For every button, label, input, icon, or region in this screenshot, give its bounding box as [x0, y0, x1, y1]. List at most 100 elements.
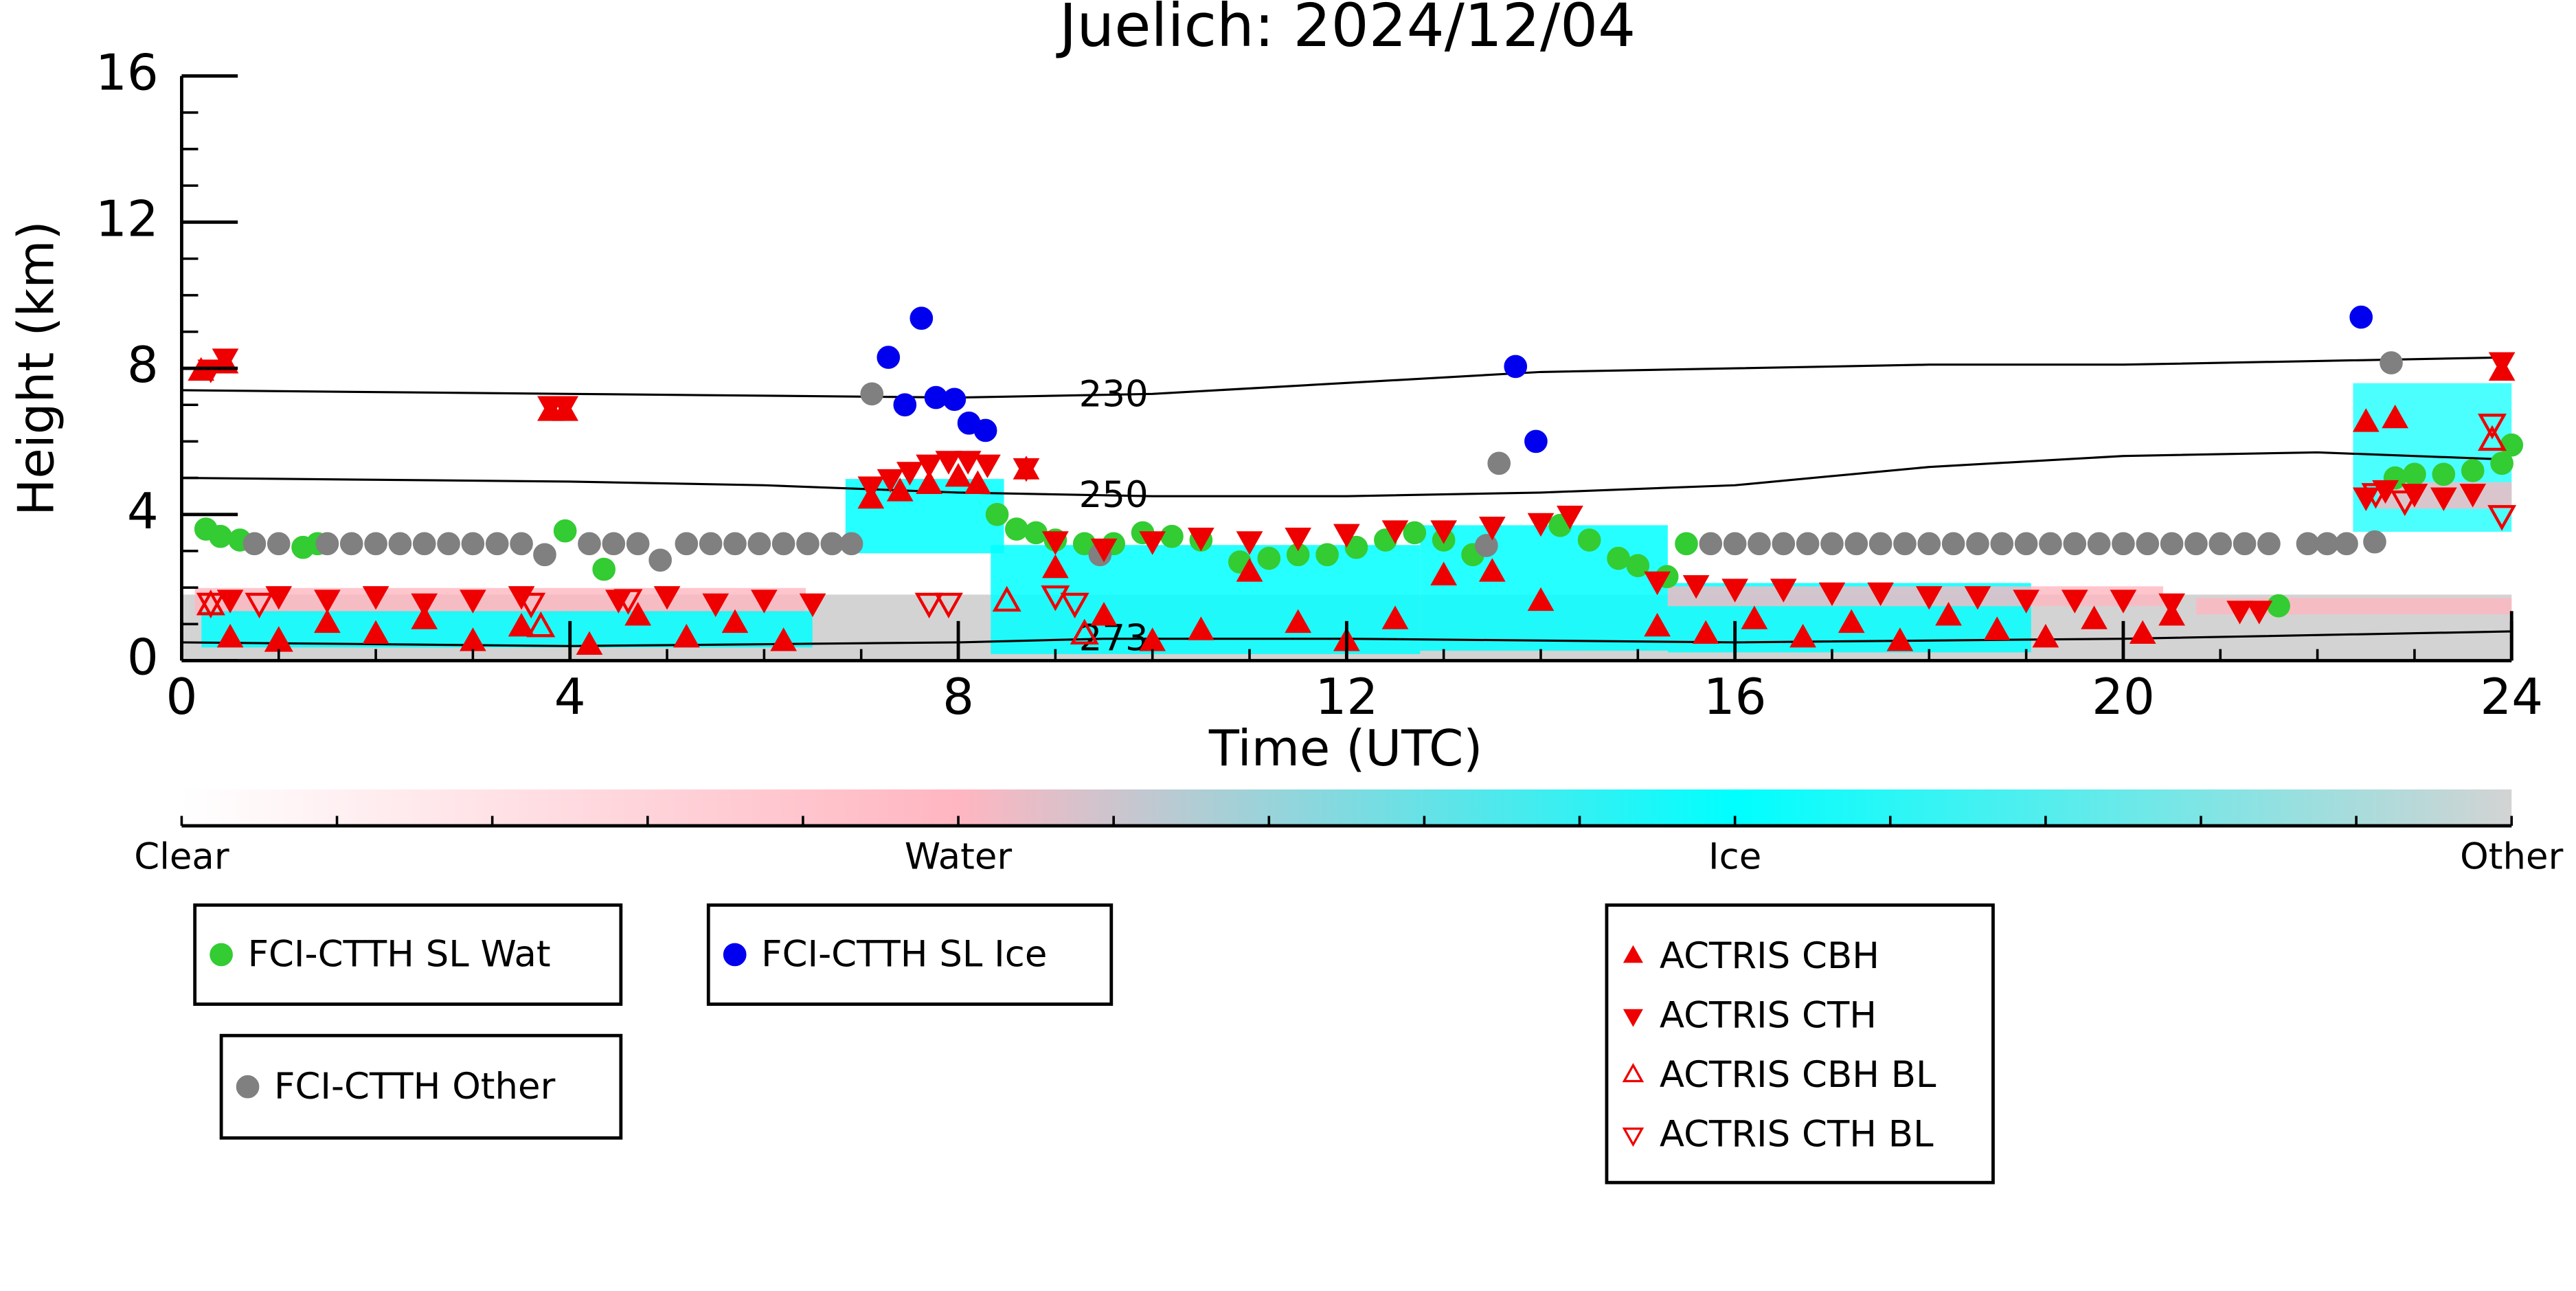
- point: [914, 592, 944, 619]
- point: [1041, 585, 1070, 611]
- colorbar-label: Ice: [1708, 836, 1761, 878]
- point: [1770, 579, 1797, 603]
- point: [771, 532, 795, 556]
- point: [2158, 593, 2185, 618]
- point: [412, 532, 436, 556]
- point: [1699, 532, 1723, 556]
- point: [723, 532, 747, 556]
- point: [2184, 532, 2208, 556]
- ice-layer: [201, 611, 813, 648]
- point: [1381, 605, 1409, 629]
- point: [216, 590, 244, 614]
- x-tick-label: 8: [942, 669, 974, 726]
- point: [552, 396, 579, 420]
- point: [2257, 532, 2281, 556]
- point: [1682, 575, 1710, 599]
- contour-line: [181, 451, 2512, 497]
- point: [2039, 532, 2062, 556]
- point: [648, 548, 672, 572]
- point: [2136, 532, 2160, 556]
- point: [1041, 531, 1069, 555]
- point: [2487, 505, 2517, 531]
- point: [1344, 535, 1368, 559]
- legend-marker: [1622, 1063, 1645, 1083]
- point: [1983, 616, 2011, 640]
- point: [508, 612, 535, 637]
- point: [1915, 586, 1943, 610]
- point: [1818, 582, 1846, 607]
- point: [2063, 532, 2087, 556]
- point: [1675, 532, 1698, 556]
- point: [216, 623, 244, 648]
- point: [1721, 579, 1749, 603]
- point: [592, 557, 616, 581]
- point: [2081, 605, 2108, 629]
- point: [974, 454, 1001, 479]
- point: [2488, 352, 2516, 377]
- point: [1187, 616, 1214, 640]
- point: [1060, 592, 1089, 619]
- point: [2430, 487, 2457, 511]
- point: [2461, 459, 2485, 482]
- point: [2014, 532, 2038, 556]
- point: [1005, 517, 1028, 541]
- point: [1333, 524, 1360, 548]
- point: [626, 532, 650, 556]
- point: [2380, 351, 2403, 374]
- legend-box: [1605, 903, 1995, 1185]
- y-axis-label: Height (km): [8, 221, 66, 516]
- x-tick-label: 24: [2480, 669, 2543, 726]
- point: [653, 586, 681, 610]
- point: [2477, 414, 2507, 440]
- point: [362, 620, 389, 644]
- point: [1236, 558, 1263, 582]
- point: [624, 602, 652, 626]
- point: [2296, 532, 2320, 556]
- point: [1315, 543, 1339, 567]
- point: [896, 462, 923, 486]
- point: [2335, 532, 2358, 556]
- point: [973, 418, 997, 442]
- point: [1893, 532, 1917, 556]
- point: [985, 502, 1009, 526]
- point: [893, 393, 917, 417]
- point: [1644, 612, 1671, 637]
- point: [578, 532, 601, 556]
- point: [1626, 554, 1650, 578]
- point: [1644, 571, 1671, 596]
- contour-line: [181, 630, 2512, 647]
- point: [1941, 532, 1965, 556]
- point: [799, 593, 826, 618]
- point: [485, 532, 509, 556]
- point: [877, 346, 901, 369]
- point: [2500, 433, 2524, 457]
- point: [510, 532, 533, 556]
- point: [196, 592, 225, 619]
- point: [2352, 408, 2380, 432]
- y-tick-label: 12: [95, 190, 159, 248]
- point: [517, 592, 546, 619]
- legend-label: ACTRIS CBH: [1660, 935, 1879, 977]
- point: [770, 627, 798, 651]
- point: [877, 469, 904, 493]
- contour-label: 250: [1079, 474, 1149, 516]
- point: [411, 593, 438, 618]
- point: [1935, 602, 1962, 626]
- point: [2087, 532, 2111, 556]
- point: [886, 478, 914, 502]
- point: [437, 532, 460, 556]
- point: [1741, 605, 1768, 629]
- point: [935, 451, 962, 475]
- x-tick-label: 12: [1315, 669, 1378, 726]
- point: [1504, 355, 1528, 379]
- legend-label: ACTRIS CTH: [1660, 994, 1877, 1036]
- x-tick-label: 16: [1704, 669, 1767, 726]
- point: [909, 306, 934, 330]
- point: [1692, 620, 1719, 644]
- point: [388, 532, 412, 556]
- legend-box: [706, 903, 1114, 1006]
- point: [2233, 532, 2257, 556]
- point: [916, 454, 942, 479]
- point: [1090, 602, 1118, 626]
- point: [315, 532, 339, 556]
